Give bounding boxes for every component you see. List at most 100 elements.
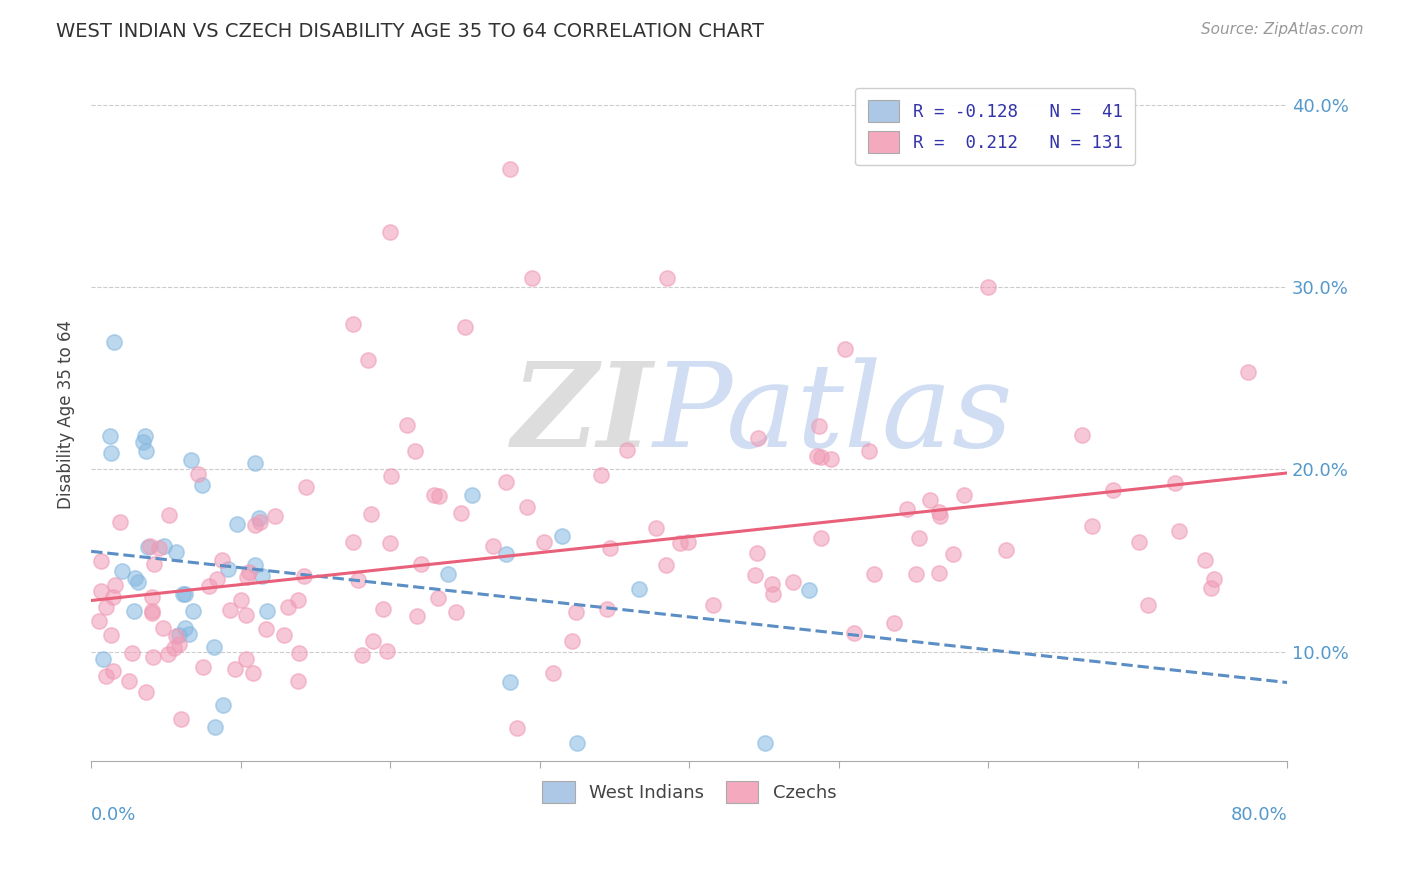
Point (141, 591, 163, 605)
Point (1102, 483, 1125, 497)
Point (122, 604, 145, 618)
Point (404, 444, 426, 458)
Point (180, 452, 202, 467)
Point (247, 511, 270, 525)
Point (294, 480, 316, 494)
Point (198, 579, 221, 593)
Point (747, 546, 769, 560)
Point (236, 570, 259, 584)
Point (454, 320, 477, 334)
Point (427, 489, 450, 503)
Point (256, 604, 278, 618)
Point (212, 698, 235, 712)
Point (173, 587, 195, 601)
Point (1070, 428, 1092, 442)
Point (136, 540, 159, 554)
Point (357, 353, 380, 368)
Point (565, 605, 588, 619)
Point (550, 529, 572, 543)
Point (942, 547, 965, 561)
Point (173, 621, 195, 635)
Point (135, 444, 157, 458)
Point (94, 669, 117, 683)
Point (627, 582, 650, 596)
Point (121, 646, 143, 660)
Point (928, 566, 950, 580)
Point (396, 418, 419, 433)
Point (361, 633, 384, 648)
Point (446, 605, 468, 619)
Point (995, 543, 1018, 558)
Point (1164, 476, 1187, 491)
Point (142, 650, 165, 665)
Point (409, 557, 432, 571)
Point (165, 544, 187, 558)
Point (156, 647, 179, 661)
Point (132, 435, 155, 450)
Point (254, 622, 277, 636)
Point (101, 591, 124, 605)
Point (858, 444, 880, 458)
Point (595, 602, 617, 616)
Point (243, 558, 266, 572)
Point (263, 509, 285, 524)
Point (541, 666, 564, 681)
Point (616, 443, 638, 458)
Point (89, 553, 111, 567)
Point (143, 557, 166, 571)
Point (235, 607, 257, 622)
Point (520, 271, 543, 285)
Point (1168, 524, 1191, 538)
Point (929, 509, 952, 524)
Point (124, 571, 146, 585)
Point (148, 541, 170, 555)
Point (103, 664, 125, 678)
Point (495, 475, 517, 490)
Point (669, 536, 692, 550)
Point (277, 599, 299, 614)
Point (100, 446, 122, 460)
Point (1194, 553, 1216, 567)
Point (928, 505, 950, 519)
Point (177, 627, 200, 641)
Point (288, 646, 311, 660)
Point (506, 721, 529, 735)
Point (207, 573, 229, 587)
Text: Patlas: Patlas (654, 358, 1014, 472)
Point (644, 521, 666, 535)
Point (96, 599, 118, 614)
Point (273, 628, 295, 642)
Point (761, 576, 783, 591)
Point (744, 568, 766, 582)
Point (217, 562, 239, 576)
Point (1204, 572, 1226, 586)
Point (204, 720, 226, 734)
Point (1236, 365, 1258, 379)
Point (426, 591, 449, 605)
Point (287, 674, 309, 689)
Point (567, 736, 589, 750)
Point (360, 507, 382, 521)
Point (135, 685, 157, 699)
Point (533, 535, 555, 549)
Point (108, 515, 131, 529)
Text: Source: ZipAtlas.com: Source: ZipAtlas.com (1201, 22, 1364, 37)
Point (754, 736, 776, 750)
Point (249, 516, 271, 530)
Point (1128, 535, 1150, 549)
Point (347, 573, 370, 587)
Point (495, 547, 517, 561)
Point (808, 419, 831, 434)
Text: 80.0%: 80.0% (1230, 805, 1286, 824)
Point (350, 648, 373, 663)
Point (170, 712, 193, 726)
Point (157, 508, 180, 522)
Point (599, 541, 621, 555)
Point (953, 488, 976, 502)
Point (117, 674, 139, 689)
Point (202, 640, 225, 655)
Point (380, 536, 402, 550)
Point (499, 674, 522, 689)
Point (91, 652, 114, 666)
Text: WEST INDIAN VS CZECH DISABILITY AGE 35 TO 64 CORRELATION CHART: WEST INDIAN VS CZECH DISABILITY AGE 35 T… (56, 22, 765, 41)
